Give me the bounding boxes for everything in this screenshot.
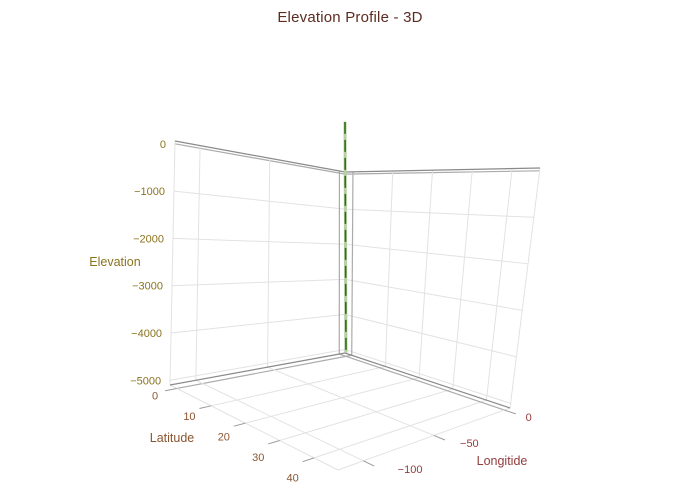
tick-label-longitude: 0 <box>526 412 532 424</box>
edge-floor-frontright <box>337 407 511 471</box>
edge-right <box>509 167 541 409</box>
axis-title-latitude: Latitude <box>150 431 195 445</box>
floor-grid-lat <box>313 399 487 459</box>
tick-lat <box>233 422 246 427</box>
axis-title-longitude: Longitide <box>477 454 528 468</box>
floor-grid-lat <box>176 354 352 390</box>
edge-floor-frontleft <box>169 384 339 471</box>
leftwall-grid-elev <box>170 348 346 381</box>
tick-label-longitude: −100 <box>398 464 423 476</box>
tick-label-longitude: −50 <box>460 438 479 450</box>
rightwall-grid-elev <box>344 243 529 265</box>
tick-label-elevation: 0 <box>160 139 166 151</box>
edge-top-right <box>344 167 541 173</box>
edge-floor-backleft <box>169 352 346 386</box>
rightwall-grid-lat <box>418 170 434 378</box>
rightwall-grid-lat <box>351 171 354 356</box>
floor-grid-lon <box>267 366 435 436</box>
tick-label-latitude: 10 <box>183 411 195 423</box>
leftwall-grid-elev <box>174 143 346 175</box>
rightwall-grid-elev <box>344 170 540 175</box>
rightwall-grid-elev <box>344 313 517 358</box>
rightwall-grid-elev <box>344 278 523 311</box>
leftwall-grid-elev <box>172 278 346 287</box>
tick-label-elevation: −4000 <box>131 328 162 340</box>
rightwall-grid-elev <box>344 208 534 218</box>
tick-lat <box>164 387 177 392</box>
floor-grid-lon <box>339 353 505 411</box>
leftwall-grid-elev <box>172 237 346 245</box>
tick-label-elevation: −1000 <box>134 186 165 198</box>
chart-title: Elevation Profile - 3D <box>277 9 423 26</box>
rightwall-grid-lat <box>384 171 394 367</box>
tick-lat <box>199 405 212 409</box>
leftwall-grid-elev <box>173 190 346 210</box>
tick-label-latitude: 40 <box>286 473 298 485</box>
tick-lon <box>363 460 375 467</box>
edge-floor-backright <box>344 352 511 409</box>
tick-label-elevation: −2000 <box>133 233 164 245</box>
leftwall-grid-lon <box>267 158 271 368</box>
tick-label-elevation: −5000 <box>130 375 161 387</box>
leftwall-grid-elev <box>171 313 346 334</box>
tick-label-latitude: 0 <box>152 390 158 402</box>
tick-label-latitude: 30 <box>252 452 264 464</box>
floor-grid-lon <box>195 379 364 462</box>
rightwall-grid-lat <box>485 168 513 401</box>
floor-grid-lat <box>245 377 420 424</box>
tick-lon <box>433 434 446 441</box>
tick-lat <box>302 457 315 463</box>
edge-left <box>169 140 176 386</box>
tick-lat <box>268 440 280 445</box>
trace-line <box>344 121 347 353</box>
axis-title-elevation: Elevation <box>89 255 140 269</box>
floor-grid-lat <box>279 388 453 441</box>
edge-top-left <box>174 140 346 173</box>
tick-label-latitude: 20 <box>218 431 230 443</box>
rightwall-grid-elev <box>344 349 511 404</box>
tick-label-elevation: −3000 <box>132 281 163 293</box>
tick-lon <box>504 409 516 415</box>
leftwall-grid-lon <box>195 145 201 381</box>
rightwall-grid-lat <box>452 169 473 389</box>
floor-grid-lat <box>211 365 386 407</box>
